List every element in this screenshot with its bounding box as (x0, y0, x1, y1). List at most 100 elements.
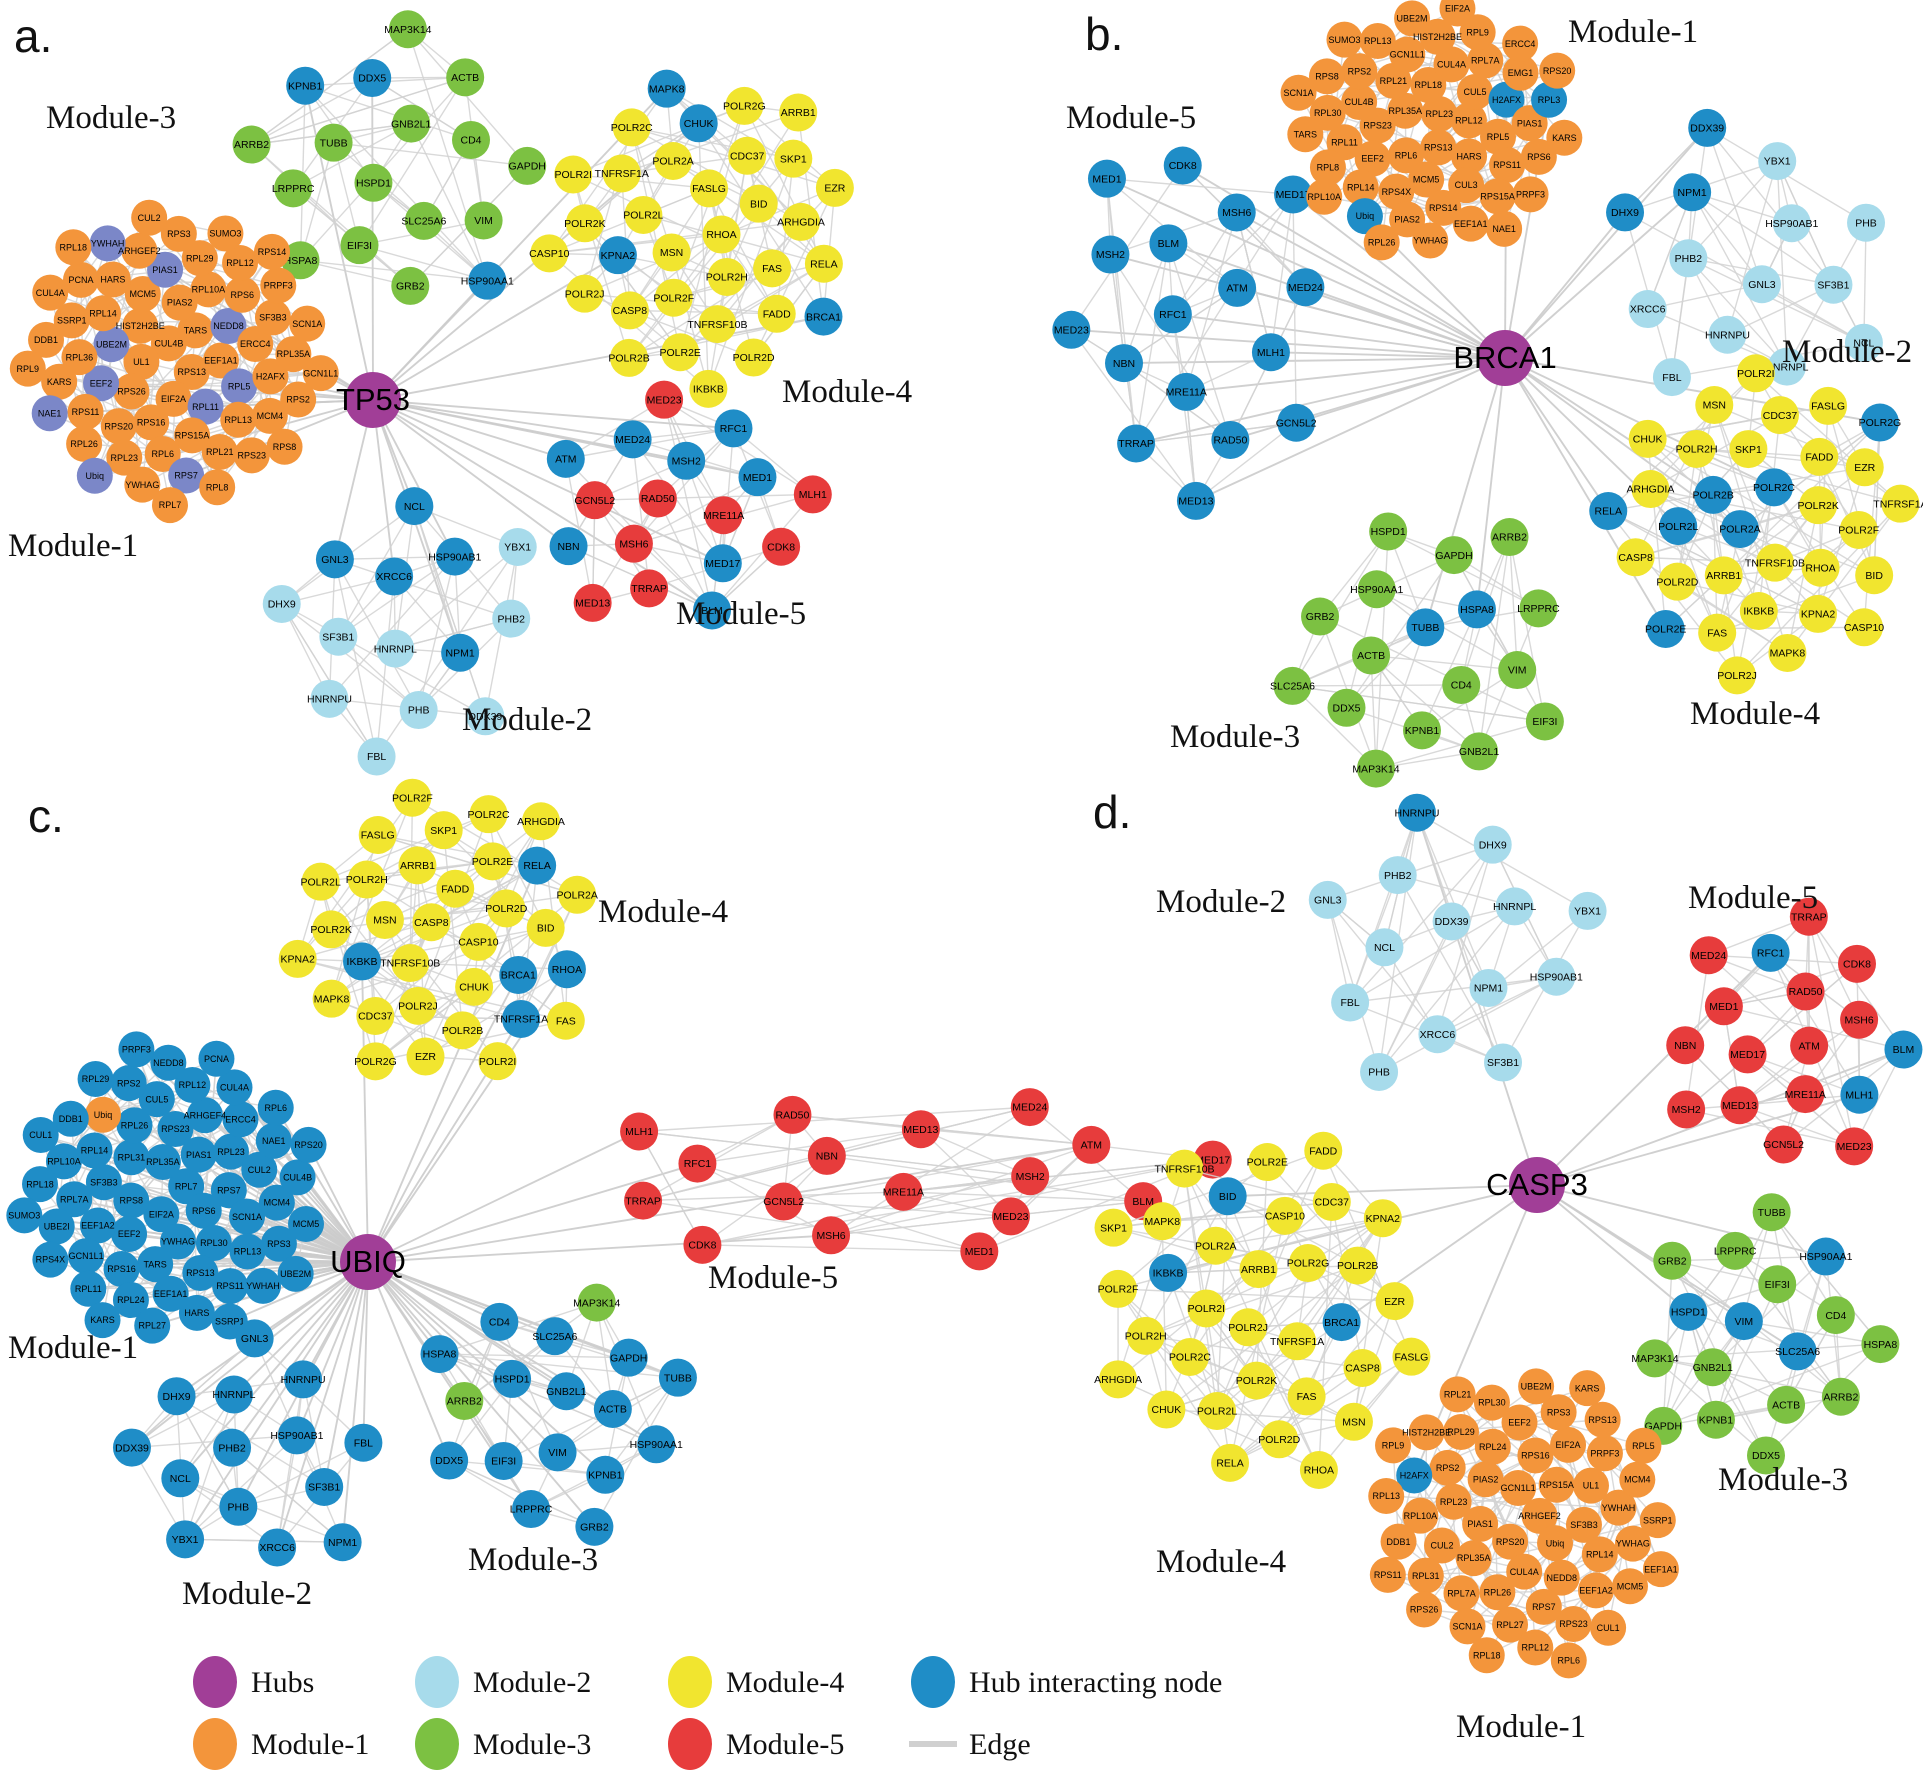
module-label: Module-4 (1156, 1544, 1286, 1580)
edge (1106, 177, 1294, 196)
gene-node (137, 1246, 174, 1283)
gene-node (1500, 1470, 1537, 1507)
edge (1292, 194, 1297, 423)
hub-edge (1341, 1184, 1538, 1323)
gene-node (66, 425, 103, 462)
gene-node (573, 583, 612, 622)
gene-node (960, 1232, 999, 1271)
gene-node (262, 584, 301, 623)
gene-node (991, 1197, 1030, 1236)
gene-node (1433, 46, 1470, 83)
edge (449, 1459, 606, 1476)
module-label: Module-2 (1782, 334, 1912, 370)
gene-node (138, 1081, 175, 1118)
gene-node (52, 1100, 89, 1137)
gene-node (1517, 1437, 1554, 1474)
gene-node (1473, 825, 1512, 864)
gene-node (1375, 62, 1412, 99)
gene-node (113, 1182, 150, 1219)
gene-node (526, 908, 565, 947)
hub-edge (372, 399, 633, 441)
gene-node (1840, 1000, 1879, 1039)
gene-node (764, 1182, 803, 1221)
cluster-c-module-4: CASP8CASP10TNFRSF10BFADDCHUKMSNPOLR2DPOL… (278, 778, 598, 1081)
cluster-d-module-4: POLR2JARRB1TNFRSF1APOLR2IPOLR2GPOLR2KPOL… (1094, 1131, 1431, 1490)
gene-node (222, 245, 259, 282)
gene-node (84, 1302, 121, 1339)
gene-node (1260, 1420, 1299, 1459)
gene-node (445, 1381, 484, 1420)
edge (1331, 1201, 1364, 1369)
gene-node (1072, 1125, 1111, 1164)
gene-node (1519, 589, 1558, 628)
edge (1508, 536, 1546, 722)
gene-node (1165, 1149, 1204, 1188)
gene-node (577, 1283, 616, 1322)
edge (1184, 1167, 1383, 1219)
edge (1654, 1343, 1881, 1360)
gene-node (85, 295, 122, 332)
gene-node (1484, 1043, 1523, 1082)
gene-node (703, 544, 742, 583)
hub-edge (1504, 211, 1626, 359)
gene-node (38, 1208, 75, 1245)
gene-node (1459, 14, 1496, 51)
gene-node (1448, 167, 1485, 204)
gene-node (1855, 556, 1894, 595)
gene-node (1277, 403, 1316, 442)
gene-node (1326, 21, 1363, 58)
hub-edge (233, 1261, 369, 1396)
edge (1349, 905, 1515, 1004)
gene-node (1389, 201, 1426, 238)
gene-node (182, 1254, 219, 1291)
gene-node (159, 1223, 196, 1260)
edge (1349, 844, 1494, 1003)
gene-node (734, 338, 773, 377)
gene-node (654, 142, 693, 181)
edge (639, 1106, 1030, 1133)
gene-node (1845, 608, 1884, 647)
gene-node (301, 862, 340, 901)
gene-node (1525, 702, 1564, 741)
edge (1647, 283, 1763, 310)
gene-node (1424, 1527, 1461, 1564)
gene-node (1543, 1559, 1580, 1596)
edge (573, 173, 710, 190)
gene-node (804, 297, 843, 336)
gene-node (32, 1241, 69, 1278)
gene-node (255, 1122, 292, 1159)
gene-node (302, 355, 339, 392)
edge (1161, 1221, 1168, 1410)
gene-node (452, 120, 491, 159)
gene-node (1346, 198, 1383, 235)
gene-node (1429, 1449, 1466, 1486)
gene-node (1248, 1143, 1287, 1182)
gene-node (707, 257, 746, 296)
gene-node (233, 437, 270, 474)
gene-node (1419, 18, 1456, 55)
gene-node (1720, 510, 1759, 549)
gene-node (1410, 67, 1447, 104)
gene-node (1308, 58, 1345, 95)
edge (520, 865, 538, 1020)
hub-edge (184, 1261, 369, 1540)
gene-node (229, 1233, 266, 1270)
gene-node (1327, 688, 1366, 727)
gene-node (1105, 344, 1144, 383)
gene-node (1835, 1127, 1874, 1166)
edge (1229, 1356, 1412, 1464)
module-label: Module-5 (1688, 880, 1818, 916)
hub-edge (1195, 357, 1506, 502)
gene-node (79, 1207, 116, 1244)
edge (439, 1353, 657, 1445)
gene-node (1581, 1536, 1618, 1573)
gene-node (1816, 1296, 1855, 1335)
gene-node (399, 691, 438, 730)
edge (375, 986, 475, 1062)
edge (663, 399, 713, 611)
edge (1649, 488, 1718, 633)
hub-edge (372, 399, 456, 558)
hub-edge (1110, 253, 1506, 359)
gene-node (1479, 1574, 1516, 1611)
gene-node (624, 1181, 663, 1220)
